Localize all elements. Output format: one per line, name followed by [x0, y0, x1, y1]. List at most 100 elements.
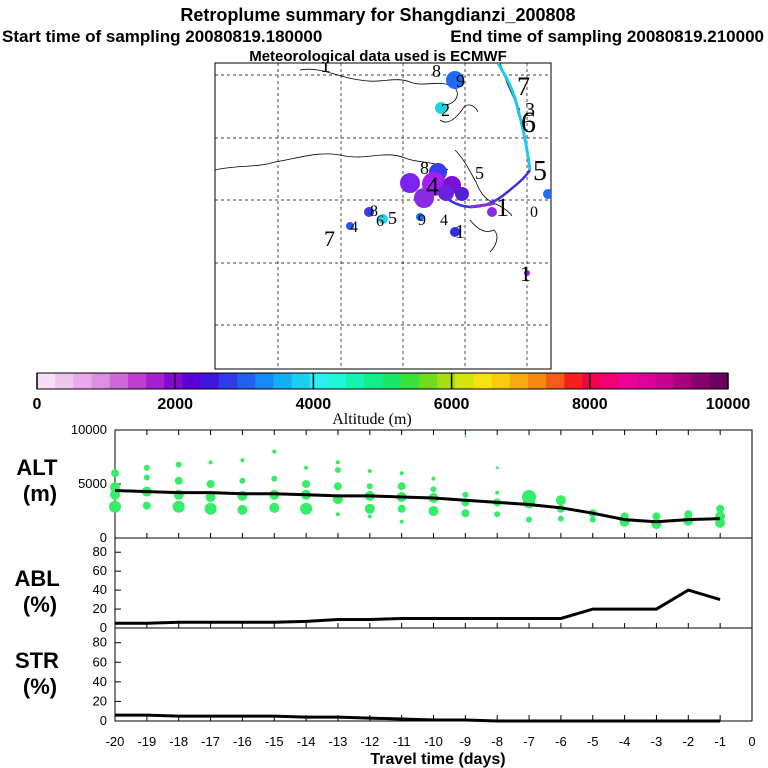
- alt-point: [364, 503, 375, 514]
- trajectory-hour-label: 0: [530, 204, 538, 221]
- colorbar-cell: [273, 373, 293, 389]
- trajectory-hour-label: 3: [525, 99, 535, 121]
- x-tick-label: -8: [491, 734, 503, 749]
- trajectory-dot: [450, 227, 460, 237]
- str-axis-title-line1: STR: [15, 648, 59, 673]
- alt-point: [399, 471, 404, 476]
- colorbar-cell: [491, 373, 511, 389]
- alt-point: [239, 477, 246, 484]
- x-tick-label: -20: [106, 734, 125, 749]
- alt-point: [206, 480, 215, 488]
- alt-point: [464, 435, 467, 438]
- y-tick-label: 0: [100, 620, 107, 635]
- colorbar-tick-labels: 0 2000 4000 6000 8000 10000: [33, 396, 751, 413]
- x-tick-label: -19: [137, 734, 156, 749]
- trajectory-dot: [378, 214, 388, 224]
- colorbar-cell: [655, 373, 674, 389]
- colorbar-cell: [164, 373, 183, 389]
- trajectory-hour-label: 8: [420, 158, 429, 178]
- met-data-label: Meteorological data used is ECMWF: [249, 48, 507, 65]
- trajectory-dot: [414, 188, 434, 208]
- abl-axis-title: ABL (%): [15, 566, 66, 617]
- colorbar-cell: [37, 373, 56, 389]
- colorbar-cell: [418, 373, 438, 389]
- str-panel: STR (%) 80 60 40 20 0: [15, 627, 753, 728]
- y-tick-label: 60: [93, 654, 107, 669]
- trajectory-hour-label: 5: [533, 156, 547, 187]
- map-gridlines: [215, 63, 551, 369]
- x-axis-title: Travel time (days): [370, 751, 505, 768]
- trajectory-dot: [364, 207, 374, 217]
- x-tick-label: -10: [424, 734, 443, 749]
- alt-point: [367, 469, 372, 473]
- y-tick-label: 20: [93, 601, 107, 616]
- colorbar-tick-label: 8000: [572, 396, 608, 413]
- alt-point: [366, 483, 373, 490]
- colorbar-cell: [600, 373, 620, 389]
- colorbar-cell: [109, 373, 129, 389]
- y-tick-label: 80: [93, 635, 107, 650]
- colorbar-cell: [291, 373, 311, 389]
- alt-point: [526, 516, 532, 523]
- x-tick-label: -1: [714, 734, 726, 749]
- trajectory-dot: [455, 187, 469, 201]
- alt-mean-line: [114, 489, 721, 524]
- y-tick-label: 40: [93, 582, 107, 597]
- x-tick-label: -17: [201, 734, 220, 749]
- trajectory-hour-label: 5: [475, 163, 484, 183]
- colorbar-cell: [327, 373, 347, 389]
- x-tick-label: -7: [523, 734, 535, 749]
- alt-point: [208, 460, 213, 465]
- alt-axis-title-line2: (m): [23, 481, 57, 506]
- trajectory-hour-label: 1: [520, 261, 531, 286]
- x-axis-ticks: -20 -19 -18 -17 -16 -15 -14 -13 -12 -11 -10 -9 -8 -7-…: [106, 430, 756, 749]
- y-tick-label: 0: [100, 713, 107, 728]
- alt-point: [555, 495, 566, 506]
- alt-point: [367, 514, 372, 519]
- colorbar-cell: [473, 373, 493, 389]
- x-tick-label: -9: [460, 734, 472, 749]
- x-tick-label: -15: [265, 734, 284, 749]
- y-tick-label: 40: [93, 674, 107, 689]
- x-tick-label: -11: [393, 734, 411, 749]
- abl-line: [115, 588, 721, 625]
- colorbar-cell: [309, 373, 329, 389]
- alt-point: [240, 458, 245, 463]
- colorbar-cell: [255, 373, 274, 389]
- alt-point: [716, 504, 725, 513]
- alt-point: [523, 496, 535, 509]
- trajectory-dot: [435, 102, 447, 114]
- trajectory-hour-label: 7: [517, 72, 530, 101]
- alt-point: [334, 467, 341, 473]
- alt-point: [557, 515, 564, 522]
- alt-point: [143, 464, 150, 471]
- str-axis-title-line2: (%): [23, 674, 57, 699]
- colorbar-tick-label: 10000: [706, 396, 751, 413]
- str-axis-title: STR (%): [15, 648, 65, 699]
- y-tick-label: 0: [100, 530, 107, 545]
- alt-point: [335, 512, 340, 517]
- trajectory-hour-label: 4: [440, 212, 448, 229]
- colorbar-major-ticks: [36, 373, 729, 389]
- trajectory-hour-label: 2: [441, 100, 450, 120]
- trajectory-hour-label: 1: [320, 52, 331, 77]
- trajectory-cluster-dots: [346, 71, 551, 276]
- alt-point: [428, 506, 439, 516]
- x-tick-label: -4: [619, 734, 631, 749]
- colorbar-cell: [637, 373, 656, 389]
- alt-point: [461, 509, 470, 518]
- abl-axis-title-line1: ABL: [15, 566, 60, 591]
- colorbar-cell: [618, 373, 638, 389]
- colorbar-cell: [182, 373, 202, 389]
- x-tick-label: -5: [587, 734, 599, 749]
- alt-point: [495, 490, 500, 495]
- trajectory-hour-label: 1: [455, 221, 465, 243]
- colorbar-cell: [400, 373, 420, 389]
- colorbar-cell: [709, 373, 729, 389]
- colorbar-cell: [364, 373, 383, 389]
- trajectory-dot: [543, 189, 551, 199]
- str-line: [115, 713, 721, 723]
- figure-title: Retroplume summary for Shangdianzi_20080…: [180, 5, 575, 25]
